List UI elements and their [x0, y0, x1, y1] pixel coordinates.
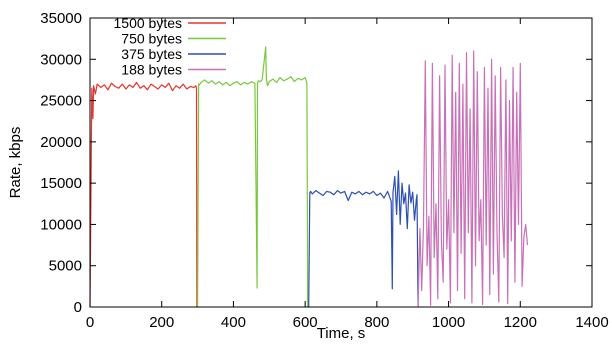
y-tick-label: 30000	[40, 51, 82, 68]
plot-series-group	[89, 46, 529, 308]
x-tick-label: 0	[86, 314, 94, 331]
legend-label: 1500 bytes	[114, 15, 183, 31]
x-tick-label: 600	[293, 314, 318, 331]
series-line-0	[89, 81, 198, 308]
x-tick-label: 1200	[504, 314, 537, 331]
y-tick-label: 25000	[40, 93, 82, 110]
legend-label: 375 bytes	[121, 46, 182, 62]
x-tick-label: 400	[221, 314, 246, 331]
y-tick-label: 15000	[40, 175, 82, 192]
x-tick-label: 1000	[432, 314, 465, 331]
x-axis-title: Time, s	[317, 325, 366, 342]
y-tick-label: 35000	[40, 10, 82, 27]
x-tick-label: 200	[149, 314, 174, 331]
y-axis-title: Rate, kbps	[7, 127, 24, 199]
x-tick-label: 800	[364, 314, 389, 331]
legend-label: 188 bytes	[121, 62, 182, 78]
axis-ticks-group: 0 200 400 600 800 1000 1200 1400 0 5000 10000 15000…	[40, 10, 608, 331]
series-line-2	[308, 170, 419, 308]
x-tick-label: 1400	[575, 314, 608, 331]
plot-frame	[89, 17, 593, 308]
y-tick-label: 20000	[40, 134, 82, 151]
y-tick-label: 10000	[40, 216, 82, 233]
y-tick-label: 5000	[49, 258, 82, 275]
legend-label: 750 bytes	[121, 31, 182, 47]
y-tick-label: 0	[74, 299, 82, 316]
series-line-3	[417, 50, 529, 308]
series-line-1	[197, 46, 309, 308]
